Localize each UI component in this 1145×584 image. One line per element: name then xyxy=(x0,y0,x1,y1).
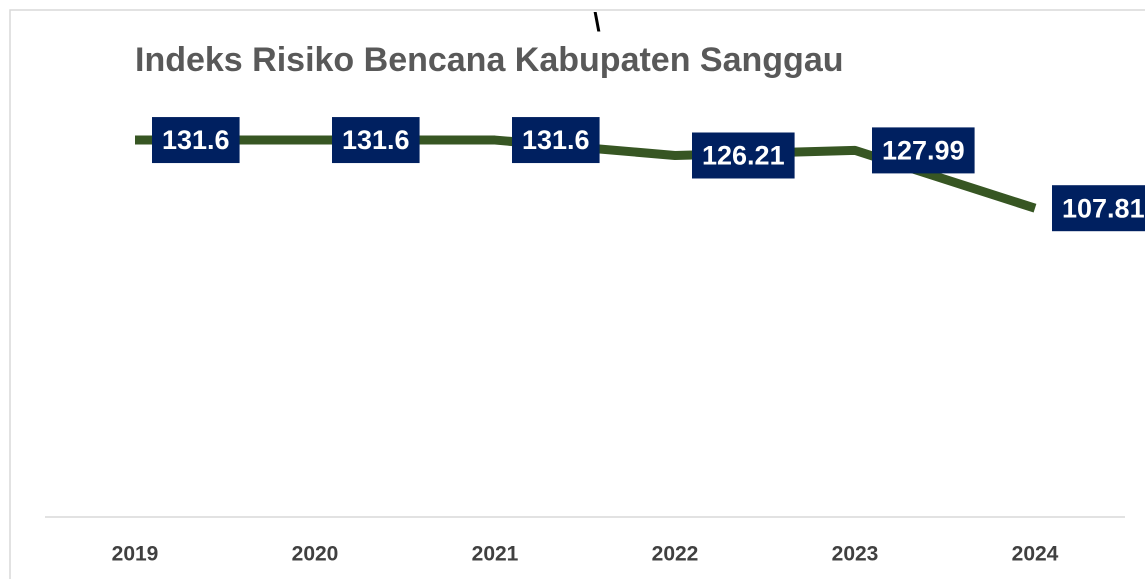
x-tick-label: 2021 xyxy=(472,543,519,566)
data-label-box xyxy=(512,117,600,164)
x-tick-label: 2024 xyxy=(1012,543,1059,566)
data-label-box xyxy=(692,132,795,179)
annotation: \ xyxy=(593,7,600,37)
x-tick-label: 2022 xyxy=(652,543,699,566)
chart-title: Indeks Risiko Bencana Kabupaten Sanggau xyxy=(135,41,844,79)
data-label: 107.81 xyxy=(1062,193,1145,223)
data-label: 131.6 xyxy=(522,125,590,155)
data-label: 131.6 xyxy=(162,125,230,155)
x-tick-label: 2020 xyxy=(292,543,339,566)
data-label-box xyxy=(332,117,420,164)
data-label: 126.21 xyxy=(702,141,785,171)
chart-frame xyxy=(9,9,1145,584)
data-label-box xyxy=(872,127,975,174)
x-tick-label: 2023 xyxy=(832,543,879,566)
x-tick-label: 2019 xyxy=(112,543,159,566)
data-label: 127.99 xyxy=(882,136,965,166)
data-label-box xyxy=(1052,185,1145,232)
data-label-box xyxy=(152,117,240,164)
data-label: 131.6 xyxy=(342,125,410,155)
